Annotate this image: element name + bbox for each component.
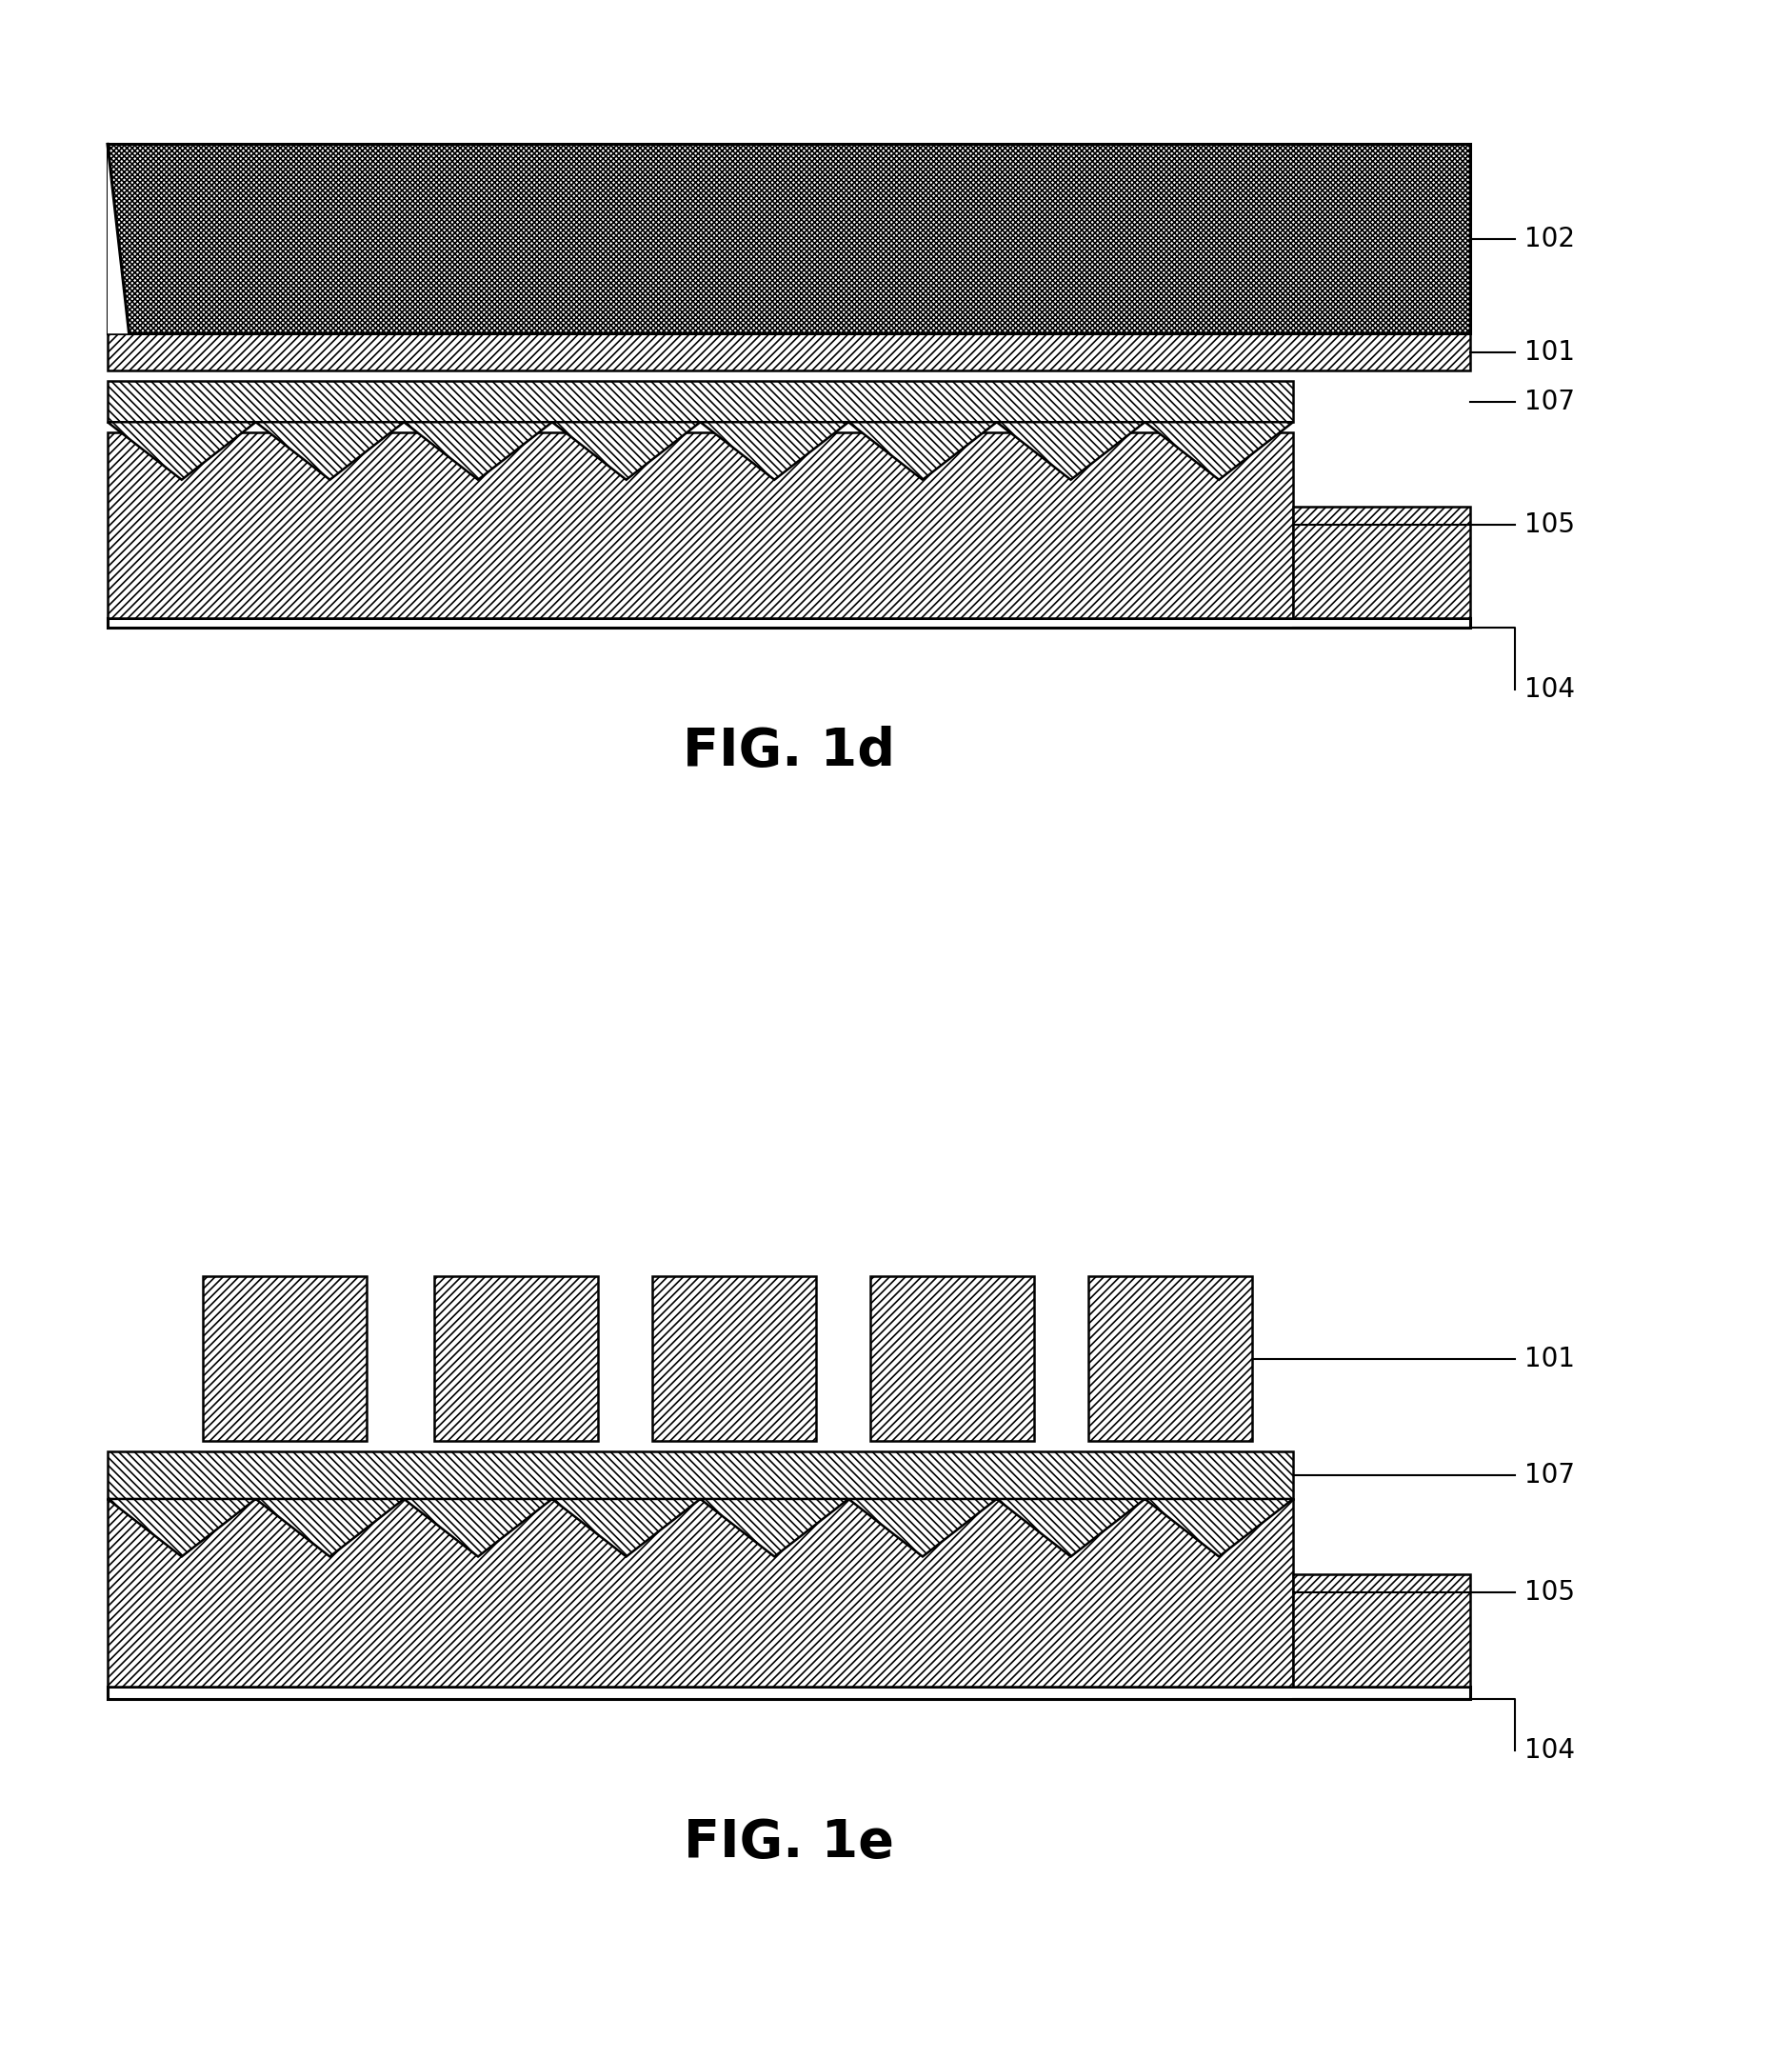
Text: FIG. 1d: FIG. 1d bbox=[683, 727, 894, 776]
Text: FIG. 1e: FIG. 1e bbox=[683, 1818, 894, 1868]
Bar bbox=[108, 1499, 1292, 1686]
Polygon shape bbox=[403, 1499, 552, 1557]
Bar bbox=[108, 1452, 1292, 1499]
Polygon shape bbox=[701, 1499, 848, 1557]
Polygon shape bbox=[1145, 1499, 1292, 1557]
Bar bbox=[1292, 507, 1469, 618]
Bar bbox=[108, 1686, 1469, 1699]
Polygon shape bbox=[108, 144, 129, 334]
Polygon shape bbox=[256, 1499, 403, 1557]
Bar bbox=[1292, 1573, 1469, 1686]
Polygon shape bbox=[403, 422, 552, 480]
Bar bbox=[108, 618, 1469, 628]
Polygon shape bbox=[848, 1499, 996, 1557]
Polygon shape bbox=[552, 422, 701, 480]
Bar bbox=[108, 144, 1469, 334]
Text: 104: 104 bbox=[1523, 1738, 1573, 1763]
Bar bbox=[108, 432, 1292, 618]
Polygon shape bbox=[996, 422, 1145, 480]
Text: 101: 101 bbox=[1523, 340, 1573, 364]
Bar bbox=[108, 381, 1292, 422]
Polygon shape bbox=[256, 422, 403, 480]
Polygon shape bbox=[1145, 422, 1292, 480]
Bar bbox=[652, 1277, 815, 1441]
Text: 102: 102 bbox=[1523, 226, 1573, 251]
Bar bbox=[1088, 1277, 1251, 1441]
Bar bbox=[871, 1277, 1034, 1441]
Polygon shape bbox=[108, 1499, 256, 1557]
Polygon shape bbox=[996, 1499, 1145, 1557]
Polygon shape bbox=[552, 1499, 701, 1557]
Text: 105: 105 bbox=[1523, 1579, 1573, 1606]
Text: 107: 107 bbox=[1523, 389, 1573, 414]
Text: 105: 105 bbox=[1523, 513, 1573, 537]
Bar bbox=[108, 334, 1469, 371]
Bar bbox=[434, 1277, 599, 1441]
Polygon shape bbox=[848, 422, 996, 480]
Text: 101: 101 bbox=[1523, 1347, 1573, 1371]
Text: 107: 107 bbox=[1523, 1462, 1573, 1489]
Bar bbox=[202, 1277, 366, 1441]
Text: 104: 104 bbox=[1523, 677, 1573, 702]
Polygon shape bbox=[108, 422, 256, 480]
Polygon shape bbox=[701, 422, 848, 480]
